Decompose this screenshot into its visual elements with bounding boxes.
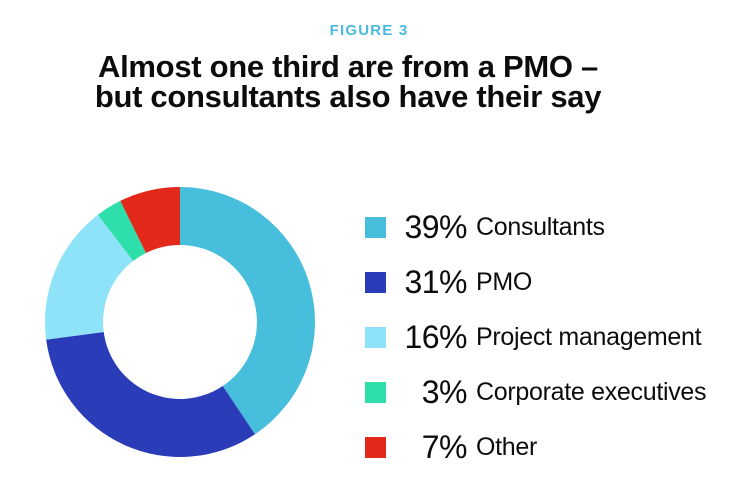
legend-label-consultants: Consultants xyxy=(476,213,605,241)
legend-label-corporate-executives: Corporate executives xyxy=(476,378,707,406)
legend-percent-project-management: 16% xyxy=(404,319,467,355)
legend-label-other: Other xyxy=(476,433,538,461)
legend-item-consultants: 39% Consultants xyxy=(365,200,706,255)
legend-item-other: 7% Other xyxy=(365,420,706,475)
legend-swatch-corporate-executives xyxy=(365,382,386,403)
donut-chart xyxy=(45,187,315,457)
legend-percent-pmo: 31% xyxy=(404,264,467,300)
chart-legend: 39% Consultants 31% PMO 16% Project managemen… xyxy=(365,200,707,475)
donut-slice-project-management xyxy=(45,214,134,340)
legend-label-project-management: Project management xyxy=(476,323,702,351)
figure-title: Almost one third are from a PMO – but co… xyxy=(0,49,696,114)
figure-label: FIGURE 3 xyxy=(329,22,409,39)
donut-slice-other xyxy=(120,187,180,253)
legend-swatch-pmo xyxy=(365,272,386,293)
legend-swatch-consultants xyxy=(365,217,386,238)
figure-title-line-1: Almost one third are from a PMO – xyxy=(98,49,598,84)
legend-percent-corporate-executives: 3% xyxy=(421,374,468,410)
donut-chart-container xyxy=(45,187,315,457)
legend-swatch-other xyxy=(365,437,386,458)
donut-slice-corporate-executives xyxy=(97,200,146,261)
legend-item-project-management: 16% Project management xyxy=(365,310,706,365)
legend-item-pmo: 31% PMO xyxy=(365,255,706,310)
legend-label-pmo: PMO xyxy=(476,268,533,296)
legend-swatch-project-management xyxy=(365,327,386,348)
legend-percent-other: 7% xyxy=(421,429,468,465)
donut-slice-pmo xyxy=(46,332,255,457)
figure-title-line-2: but consultants also have their say xyxy=(94,79,602,114)
donut-slice-consultants xyxy=(180,187,315,435)
legend-percent-consultants: 39% xyxy=(404,209,467,245)
legend-item-corporate-executives: 3% Corporate executives xyxy=(365,365,707,420)
